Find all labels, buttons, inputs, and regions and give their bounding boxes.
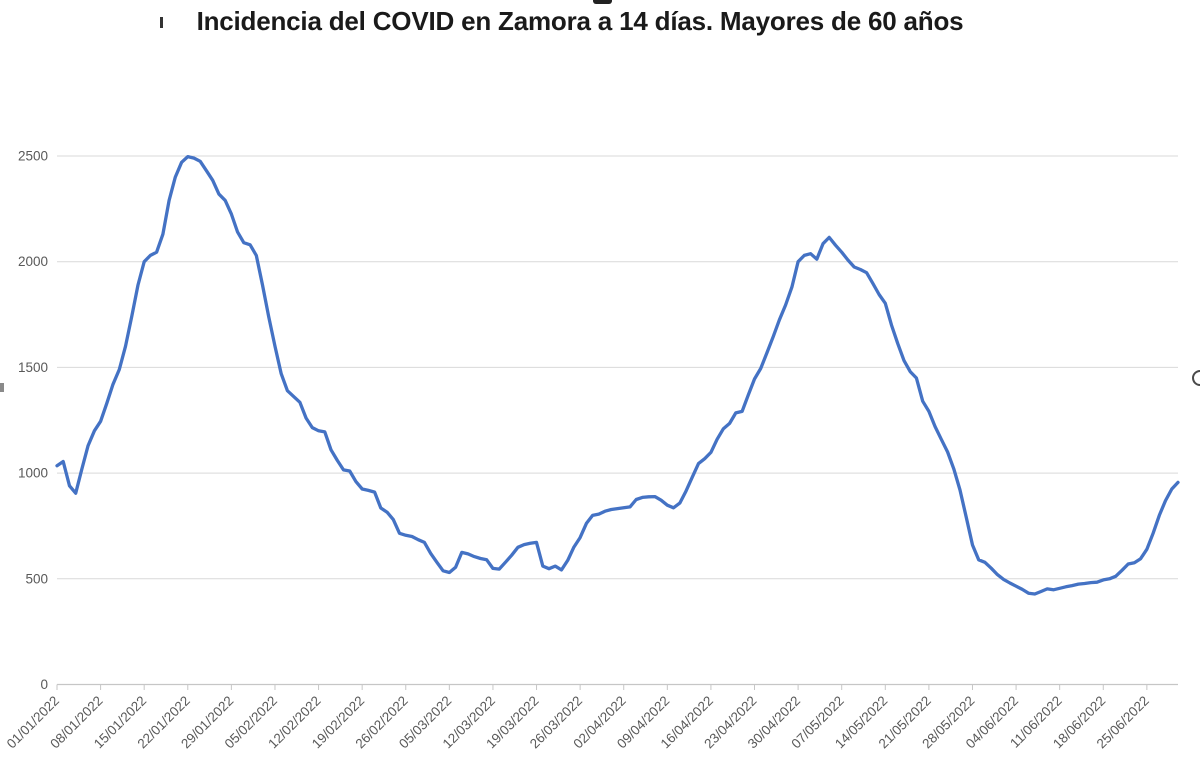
cropped-text-artifact-top	[593, 0, 612, 4]
chart-title: Incidencia del COVID en Zamora a 14 días…	[196, 6, 964, 36]
cropped-circle-artifact-right-edge	[1192, 370, 1200, 386]
y-tick-label: 2500	[18, 149, 48, 164]
y-tick-label: 2000	[18, 254, 48, 269]
y-tick-label: 500	[25, 571, 48, 586]
y-tick-label: 1500	[18, 360, 48, 375]
cropped-label-artifact-left-edge	[0, 383, 4, 392]
y-tick-label: 0	[40, 677, 48, 692]
y-tick-label: 1000	[18, 466, 48, 481]
incidence-series-line	[55, 154, 1180, 596]
cropped-glyph-artifact-left-of-title	[160, 17, 163, 28]
